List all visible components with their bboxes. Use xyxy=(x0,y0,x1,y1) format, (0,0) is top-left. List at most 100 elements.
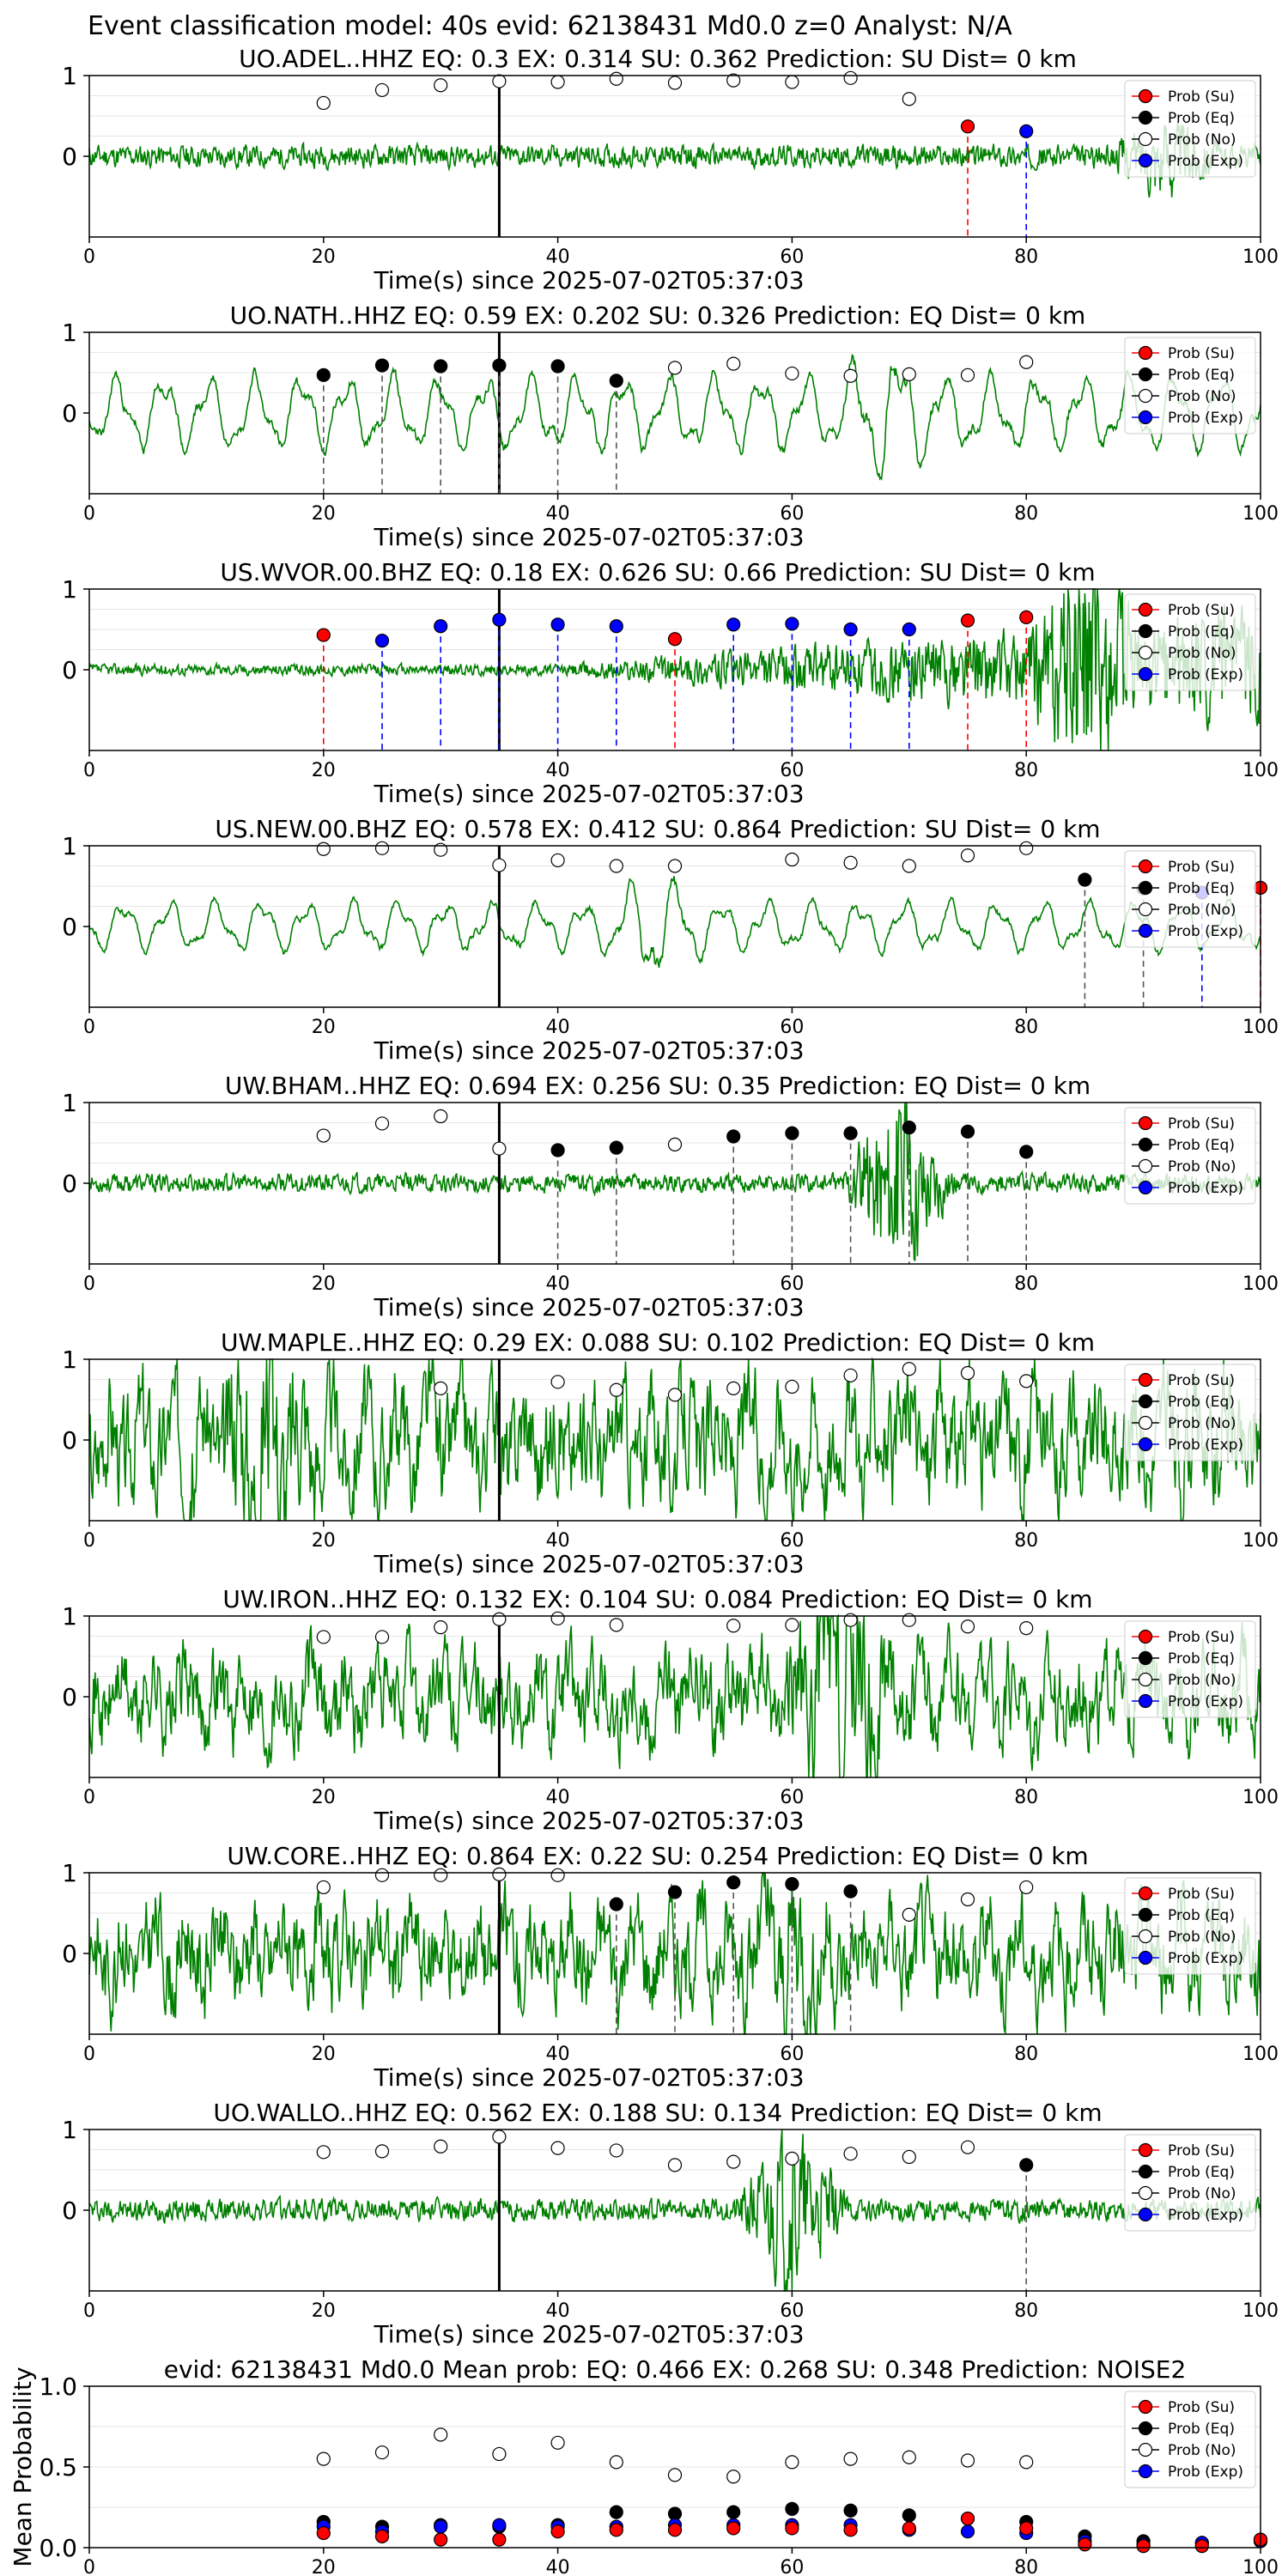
panel-3: US.NEW.00.BHZ EQ: 0.578 EX: 0.412 SU: 0.… xyxy=(62,815,1279,1065)
x-axis-label: Time(s) since 2025-07-02T05:37:03 xyxy=(373,2063,804,2092)
panel-6: UW.IRON..HHZ EQ: 0.132 EX: 0.104 SU: 0.0… xyxy=(62,1585,1279,1835)
mean-prob-point-eq xyxy=(902,2508,916,2523)
x-tick-label: 0 xyxy=(83,1017,95,1038)
mean-prob-point-eq xyxy=(843,2503,858,2518)
panel-title: UO.ADEL..HHZ EQ: 0.3 EX: 0.314 SU: 0.362… xyxy=(239,45,1077,73)
prob-point-eq xyxy=(609,1140,623,1155)
x-axis-label: Time(s) since 2025-07-02T05:37:03 xyxy=(373,1036,804,1065)
x-tick-label: 20 xyxy=(312,760,336,781)
x-tick-label: 60 xyxy=(780,1017,804,1038)
prob-point-no xyxy=(726,1619,741,1633)
prob-point-no xyxy=(785,2151,799,2166)
panel-title: US.WVOR.00.BHZ EQ: 0.18 EX: 0.626 SU: 0.… xyxy=(220,558,1095,586)
x-tick-label: 60 xyxy=(780,1530,804,1552)
legend-marker xyxy=(1138,2464,1153,2479)
panel-title: UW.BHAM..HHZ EQ: 0.694 EX: 0.256 SU: 0.3… xyxy=(225,1072,1091,1100)
legend-marker xyxy=(1138,623,1153,639)
mean-prob-point-su xyxy=(1019,2521,1034,2536)
panel-title: UW.CORE..HHZ EQ: 0.864 EX: 0.22 SU: 0.25… xyxy=(227,1842,1088,1870)
mean-prob-point-eq xyxy=(726,2505,741,2519)
prob-point-no xyxy=(434,1620,448,1635)
prob-point-no xyxy=(1019,841,1034,855)
prob-point-eq xyxy=(667,1885,683,1899)
legend-label: Prob (Exp) xyxy=(1168,410,1243,427)
x-tick-label: 0 xyxy=(83,2044,95,2065)
x-tick-label: 40 xyxy=(546,1530,570,1552)
mean-prob-point-su xyxy=(1078,2537,1092,2552)
x-tick-label: 80 xyxy=(1014,1530,1038,1552)
prob-point-no xyxy=(785,1618,799,1632)
y-tick-label: 0 xyxy=(62,2196,77,2225)
prob-point-exp xyxy=(843,622,858,637)
legend-marker xyxy=(1138,1650,1153,1666)
y-tick-label: 1 xyxy=(62,1089,77,1117)
mean-prob-point-su xyxy=(1136,2539,1151,2554)
prob-point-no xyxy=(1019,1880,1034,1895)
mean-prob-point-su xyxy=(1194,2539,1209,2554)
x-tick-label: 100 xyxy=(1242,1530,1279,1552)
x-tick-label: 60 xyxy=(780,1787,804,1808)
prob-point-no xyxy=(550,853,565,868)
legend-label: Prob (Su) xyxy=(1168,1629,1235,1646)
y-tick-label: 0 xyxy=(62,1426,77,1455)
panel-title: UW.MAPLE..HHZ EQ: 0.29 EX: 0.088 SU: 0.1… xyxy=(221,1328,1095,1357)
legend-marker xyxy=(1138,1437,1153,1452)
legend: Prob (Su) Prob (Eq) Prob (No) Prob (Exp) xyxy=(1124,593,1256,691)
prob-point-eq xyxy=(902,1121,916,1135)
x-tick-label: 20 xyxy=(312,503,336,525)
mean-prob-point-no xyxy=(843,2451,858,2466)
legend-marker xyxy=(1138,880,1153,896)
legend-label: Prob (Exp) xyxy=(1168,1180,1243,1197)
prob-point-exp xyxy=(374,634,390,648)
legend-label: Prob (Eq) xyxy=(1168,880,1235,897)
prob-point-no xyxy=(492,1612,507,1626)
prob-point-no xyxy=(902,367,916,381)
legend-box xyxy=(1124,1364,1256,1461)
prob-point-no xyxy=(726,356,741,371)
prob-point-eq xyxy=(726,1129,741,1144)
legend-label: Prob (No) xyxy=(1168,2185,1236,2202)
prob-point-eq xyxy=(609,374,623,388)
prob-point-no xyxy=(902,2149,916,2165)
prob-point-eq xyxy=(960,1124,975,1139)
panels: UO.ADEL..HHZ EQ: 0.3 EX: 0.314 SU: 0.362… xyxy=(9,45,1279,2576)
x-tick-label: 0 xyxy=(83,2557,95,2576)
prob-point-no xyxy=(726,1381,741,1395)
x-tick-label: 40 xyxy=(546,1017,570,1038)
prob-point-no xyxy=(374,1116,390,1131)
x-axis-label: Time(s) since 2025-07-02T05:37:03 xyxy=(373,780,804,808)
legend-label: Prob (Exp) xyxy=(1168,1693,1243,1710)
prob-point-no xyxy=(902,1613,916,1627)
axes-frame xyxy=(88,331,1261,495)
legend-marker xyxy=(1138,1950,1153,1965)
prob-point-no xyxy=(316,1128,331,1143)
legend-marker xyxy=(1138,88,1153,104)
prob-point-no xyxy=(609,2143,623,2158)
x-tick-label: 20 xyxy=(312,1017,336,1038)
mean-prob-point-no xyxy=(960,2453,975,2468)
prob-point-eq xyxy=(843,1884,858,1899)
legend-marker xyxy=(1138,2442,1153,2458)
prob-point-no xyxy=(902,859,916,873)
panel-5: UW.MAPLE..HHZ EQ: 0.29 EX: 0.088 SU: 0.1… xyxy=(62,1328,1279,1578)
prob-point-eq xyxy=(726,1875,741,1890)
legend-marker xyxy=(1138,2421,1153,2436)
prob-point-no xyxy=(785,852,799,867)
mean-prob-point-su xyxy=(785,2521,799,2536)
legend-marker xyxy=(1138,1180,1153,1195)
panel-8: UO.WALLO..HHZ EQ: 0.562 EX: 0.188 SU: 0.… xyxy=(62,2099,1279,2348)
mean-prob-point-su xyxy=(434,2532,448,2547)
x-tick-label: 0 xyxy=(83,1530,95,1552)
x-tick-label: 80 xyxy=(1014,503,1038,525)
prob-point-no xyxy=(434,2139,448,2154)
prob-point-no xyxy=(902,1362,916,1376)
prob-point-no xyxy=(667,1388,683,1402)
prob-point-no xyxy=(374,841,390,855)
prob-point-no xyxy=(960,1892,975,1907)
prob-point-no xyxy=(374,1868,390,1882)
prob-point-no xyxy=(960,1365,975,1381)
legend-label: Prob (Eq) xyxy=(1168,2164,1235,2181)
legend-marker xyxy=(1138,1115,1153,1131)
legend: Prob (Su) Prob (Eq) Prob (No) Prob (Exp) xyxy=(1124,1877,1256,1975)
